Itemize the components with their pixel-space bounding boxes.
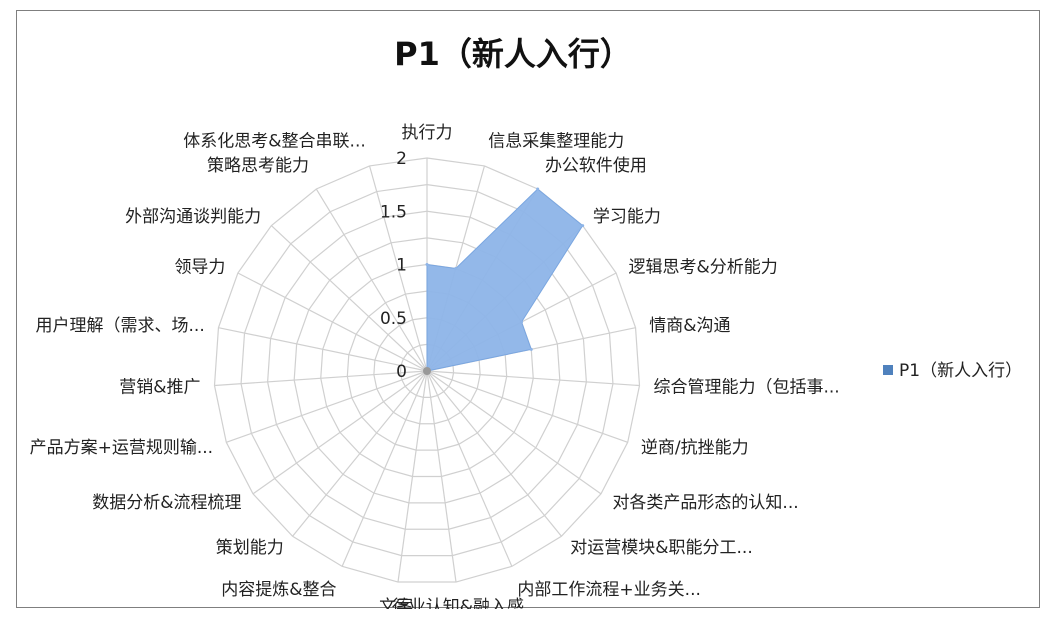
axis-label: 逆商/抗挫能力	[641, 438, 749, 458]
series-point	[529, 347, 533, 351]
series-point	[581, 224, 585, 228]
axis-label: 策划能力	[216, 538, 284, 558]
legend-swatch	[883, 365, 893, 375]
axis-label: 信息采集整理能力	[488, 131, 624, 151]
axis-label: 产品方案+运营规则输...	[30, 438, 213, 458]
axis-label: 综合管理能力（包括事...	[653, 377, 839, 397]
axis-label: 逻辑思考&分析能力	[629, 258, 778, 278]
axis-label: 用户理解（需求、场...	[36, 316, 205, 336]
axis-label: 内部工作流程+业务关...	[517, 580, 700, 600]
spoke	[368, 165, 428, 372]
tick-label: 2	[396, 149, 407, 169]
radar-chart: P1（新人入行） 0 0.5 1 1.5 2 执行力 信息采集整理能力办公软件使用学习能力…	[30, 35, 1022, 609]
series-point	[520, 320, 524, 324]
grid-ring	[293, 237, 561, 504]
series-point	[454, 266, 458, 270]
axis-label: 情商&沟通	[649, 316, 730, 336]
axis-label: 办公软件使用	[545, 155, 647, 176]
spoke	[270, 225, 428, 372]
axis-label: 对运营模块&职能分工...	[570, 538, 752, 558]
axis-label: 策略思考能力	[207, 156, 309, 176]
axis-label: 外部沟通谈判能力	[125, 207, 261, 227]
spoke	[315, 188, 428, 372]
spoke	[426, 370, 640, 387]
axis-label: 内容提炼&整合	[221, 580, 336, 600]
tick-label: 1.5	[380, 202, 407, 222]
series-layer	[423, 187, 585, 375]
spoke	[292, 370, 428, 537]
axis-label: 数据分析&流程梳理	[92, 493, 241, 513]
axis-label: 执行力	[402, 123, 453, 143]
axis-label: 文案	[379, 597, 413, 609]
axis-label: 对各类产品形态的认知...	[612, 493, 798, 513]
series-point	[425, 263, 429, 266]
axis-label: 营销&推广	[119, 377, 200, 397]
spoke	[426, 370, 602, 495]
series-point	[536, 187, 540, 191]
spoke	[218, 327, 428, 372]
series-area	[426, 188, 584, 372]
spoke	[426, 370, 457, 583]
tick-labels: 0 0.5 1 1.5 2	[380, 149, 407, 382]
spoke	[237, 272, 428, 372]
axis-label: 学习能力	[593, 207, 661, 227]
grid-ring	[240, 184, 614, 557]
grid-ring	[267, 210, 587, 530]
axis-label: 体系化思考&整合串联...	[183, 131, 365, 151]
legend: P1（新人入行）	[883, 361, 1022, 381]
chart-title: P1（新人入行）	[394, 35, 632, 73]
spoke	[226, 370, 428, 443]
legend-label: P1（新人入行）	[899, 361, 1022, 381]
axis-label: 行业认知&融入感	[392, 597, 524, 609]
tick-label: 1	[396, 256, 407, 276]
tick-label: 0.5	[380, 309, 407, 329]
axis-labels: 执行力 信息采集整理能力办公软件使用学习能力逻辑思考&分析能力情商&沟通综合管理能…	[30, 123, 840, 609]
axis-label: 领导力	[174, 258, 225, 278]
spoke	[252, 370, 428, 495]
chart-frame: P1（新人入行） 0 0.5 1 1.5 2 执行力 信息采集整理能力办公软件使用学习能力…	[16, 10, 1040, 609]
spoke	[397, 370, 428, 583]
spoke	[214, 370, 428, 387]
spoke	[426, 370, 628, 443]
spoke	[341, 370, 428, 567]
tick-label: 0	[396, 362, 407, 382]
grid-ring	[213, 157, 641, 583]
spoke	[426, 370, 562, 537]
spoke	[426, 370, 513, 567]
center-point	[423, 367, 431, 375]
